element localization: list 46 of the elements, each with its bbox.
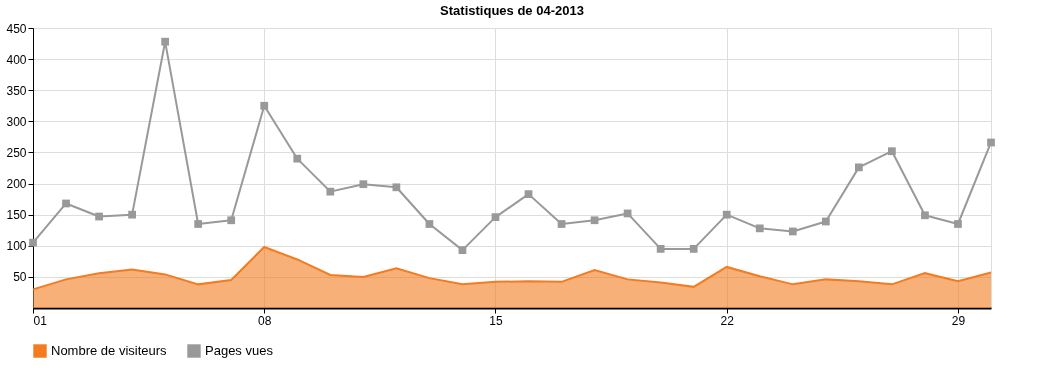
point [854,163,863,172]
point [788,227,797,236]
point [557,220,566,228]
point [590,216,599,225]
point [392,183,401,192]
y-tick-label: 100 [6,239,27,254]
y-tick-label: 250 [6,145,27,160]
legend-label: Pages vues [205,343,274,358]
point [293,154,302,163]
point [326,187,335,196]
point [62,199,70,208]
point [524,190,533,199]
point [722,210,731,219]
point [260,101,269,110]
point [95,212,103,221]
point [755,224,764,233]
y-tick-label: 400 [6,52,27,67]
point [689,245,698,253]
point [29,238,37,247]
point [425,220,434,228]
point [921,211,929,220]
y-tick-label: 200 [6,177,27,192]
x-tick-label: 01 [33,313,48,328]
chart-title: Statistiques de 04-2013 [440,3,584,18]
point [128,210,136,219]
point [821,217,830,226]
x-tick-label: 29 [951,313,966,328]
point [491,213,500,222]
point [954,220,962,228]
x-tick-label: 15 [489,313,503,328]
point [656,245,665,253]
point [458,246,467,255]
x-tick-label: 22 [720,313,735,328]
point [161,37,170,46]
point [194,220,203,228]
x-tick-label: 08 [258,313,272,328]
y-tick-label: 350 [6,83,27,98]
point [888,147,896,156]
y-tick-label: 50 [13,270,27,285]
point [227,216,236,225]
point [987,138,995,147]
legend-label: Nombre de visiteurs [51,343,168,358]
y-tick-label: 300 [6,114,27,129]
y-tick-label: 150 [6,208,27,223]
point [359,180,368,189]
y-tick-label: 450 [6,21,27,36]
